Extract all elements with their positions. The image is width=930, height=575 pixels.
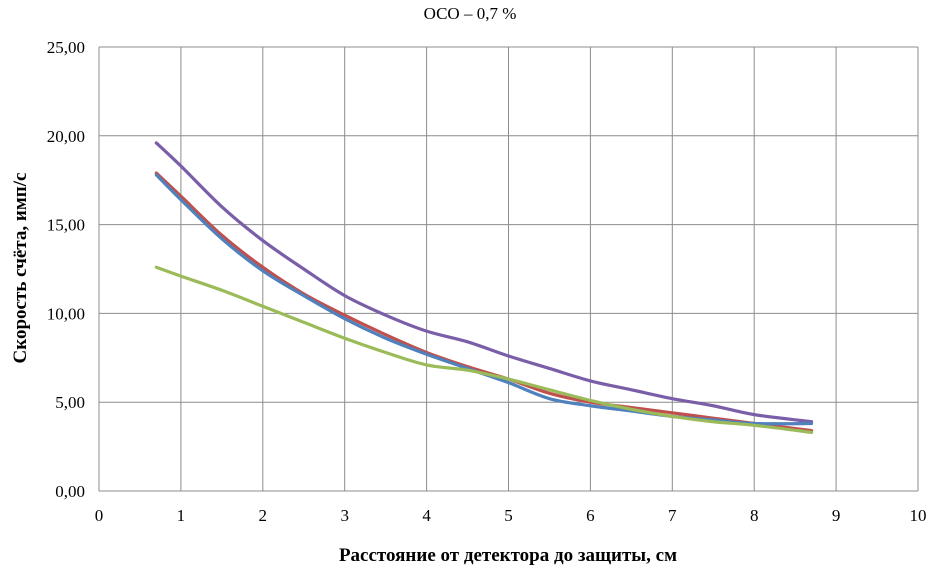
x-tick-label: 7: [668, 506, 677, 525]
x-tick-label: 2: [259, 506, 268, 525]
y-tick-label: 20,00: [47, 127, 85, 146]
x-tick-label: 6: [586, 506, 595, 525]
x-axis-label: Расстояние от детектора до защиты, см: [339, 545, 677, 566]
chart-title: ОСО – 0,7 %: [424, 4, 517, 23]
y-tick-label: 25,00: [47, 38, 85, 57]
y-tick-label: 0,00: [55, 482, 85, 501]
gridlines: [98, 46, 919, 492]
x-tick-label: 1: [177, 506, 186, 525]
y-axis-label: Скорость счёта, имп/с: [10, 173, 31, 364]
y-tick-label: 5,00: [55, 393, 85, 412]
x-tick-label: 10: [910, 506, 927, 525]
x-tick-label: 4: [422, 506, 431, 525]
y-tick-label: 15,00: [47, 216, 85, 235]
series-lines: [154, 141, 814, 434]
series-line-3: [154, 173, 814, 426]
x-tick-label: 5: [504, 506, 513, 525]
series-line-4: [154, 265, 814, 434]
y-tick-label: 10,00: [47, 304, 85, 323]
x-tick-label: 3: [340, 506, 349, 525]
series-line-1: [154, 141, 814, 424]
x-tick-label: 9: [832, 506, 841, 525]
series-line-2: [154, 171, 814, 433]
tick-labels: 0 1 2 3 4 5 6 7 8 9 10 0,00 5,00 10,00 15,00 20,00 25,00: [47, 38, 927, 525]
x-tick-label: 0: [95, 506, 104, 525]
x-tick-label: 8: [750, 506, 759, 525]
